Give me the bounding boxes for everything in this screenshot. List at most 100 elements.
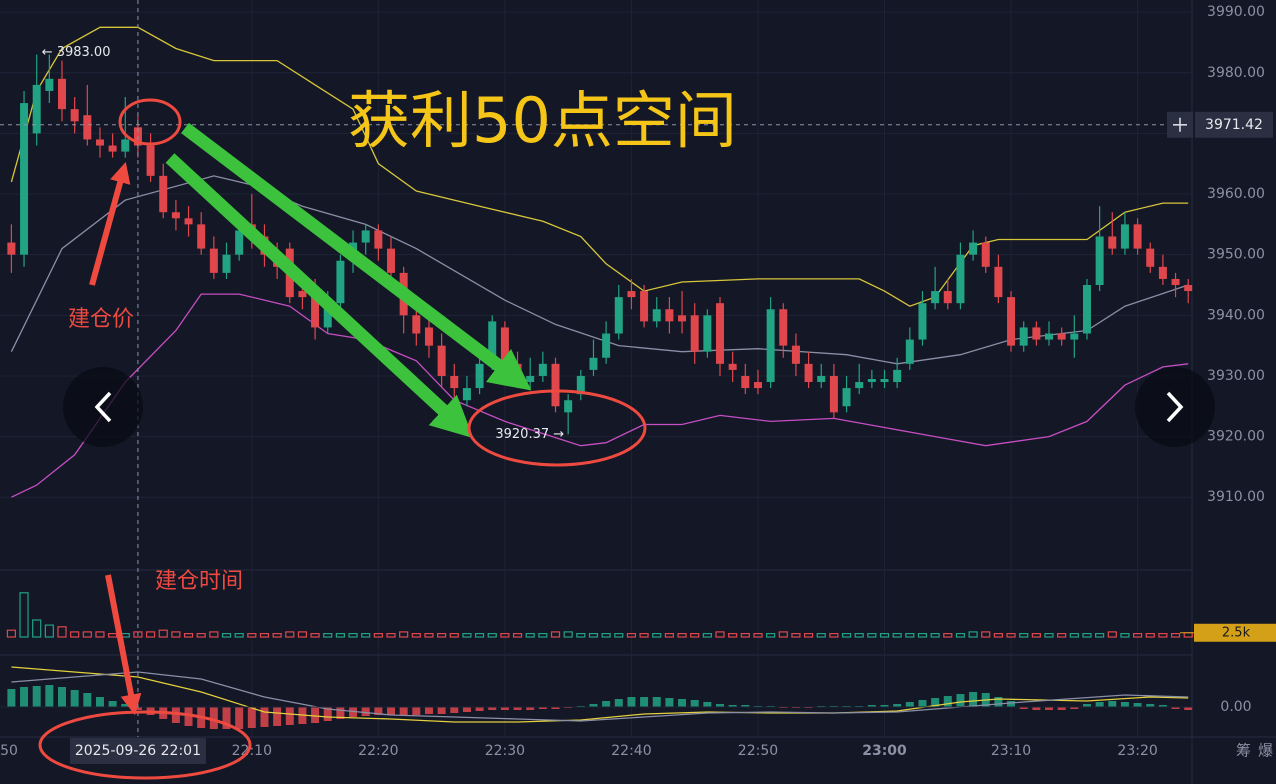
side-label[interactable]: 爆 — [1258, 742, 1273, 760]
macd-bar — [1133, 703, 1142, 707]
macd-bar — [285, 707, 294, 725]
candle-body — [981, 242, 990, 267]
volume-bar — [753, 632, 763, 638]
side-label[interactable]: 筹 — [1236, 742, 1251, 760]
volume-bar — [145, 631, 156, 638]
volume-bar — [1031, 632, 1041, 638]
macd-bar — [678, 699, 687, 707]
macd-bar — [108, 701, 117, 707]
macd-bar — [640, 697, 649, 707]
macd-bar — [1120, 702, 1129, 707]
candle-body — [235, 230, 244, 255]
candle-body — [209, 248, 218, 273]
macd-bar — [538, 707, 547, 709]
nav-button[interactable] — [63, 367, 143, 447]
macd-bar — [209, 707, 218, 729]
volume-bar — [778, 631, 788, 638]
x-tick-label: 22:50 — [738, 743, 778, 759]
candle-body — [564, 400, 573, 413]
macd-bar — [1070, 707, 1079, 709]
volume-bar — [892, 632, 902, 638]
volume-bar — [639, 632, 649, 638]
add-button[interactable] — [1167, 111, 1193, 138]
x-tick-label: 22:20 — [358, 743, 398, 759]
macd-bar — [905, 702, 914, 707]
macd-bar — [32, 686, 41, 707]
volume-bar — [917, 632, 928, 638]
green-arrow — [181, 122, 532, 391]
macd-bar — [1032, 707, 1041, 710]
macd-bar — [311, 707, 320, 723]
candle-body — [121, 139, 130, 152]
volume-bar — [576, 632, 586, 638]
y-tick-label: 0.00 — [1220, 699, 1251, 715]
price-box — [1195, 111, 1273, 138]
candle-body — [753, 382, 762, 389]
candle-body — [500, 327, 509, 364]
candle-body — [197, 224, 206, 249]
nav-prev[interactable] — [63, 367, 143, 447]
macd-bar — [412, 707, 421, 715]
candle-body — [1032, 327, 1041, 340]
candle-body — [58, 78, 67, 110]
macd-bar — [500, 707, 509, 710]
volume-bar — [854, 632, 864, 638]
price-label: 3971.42 — [1205, 117, 1263, 133]
volume-bar — [209, 631, 219, 638]
candle-body — [1019, 327, 1028, 346]
candle-body — [1120, 224, 1129, 249]
macd-bar — [614, 699, 623, 707]
macd-bar — [323, 707, 332, 721]
macd-bar — [741, 705, 750, 707]
volume-bar — [955, 632, 966, 638]
macd-bar — [627, 697, 636, 707]
x-tick-label: 23:10 — [991, 743, 1031, 759]
volume-bar — [766, 632, 776, 638]
macd-bar — [931, 698, 940, 707]
candle-body — [462, 388, 471, 401]
chevron — [94, 391, 112, 423]
macd-bar — [45, 685, 54, 707]
candle-body — [652, 309, 661, 322]
macd-bar — [450, 707, 459, 713]
macd-bar — [260, 707, 269, 727]
macd-bar — [893, 704, 902, 707]
candle-body — [640, 291, 649, 322]
candle-body — [842, 388, 851, 407]
time-box — [69, 738, 206, 764]
volume-bar — [690, 632, 700, 638]
volume-bar — [538, 632, 548, 638]
candle-body — [45, 78, 54, 91]
volume-bar — [1132, 632, 1143, 638]
nav-next[interactable] — [1135, 367, 1215, 447]
candle-body — [791, 345, 800, 364]
volume-bar — [133, 631, 143, 638]
x-tick-label: 22:30 — [485, 743, 525, 759]
plus-icon — [1173, 117, 1187, 132]
macd-bar — [943, 696, 952, 707]
macd-bar — [462, 707, 471, 712]
candle-body — [323, 303, 332, 328]
macd-bar — [70, 690, 79, 707]
volume-bar — [1069, 632, 1079, 638]
macd-bar — [1158, 705, 1167, 707]
band-line — [10, 175, 1189, 365]
macd-bar — [247, 707, 256, 728]
candle-body — [614, 297, 623, 334]
candle-body — [1184, 285, 1193, 292]
candle-body — [526, 375, 535, 383]
red-arrow — [89, 161, 131, 286]
candle-body — [20, 103, 29, 255]
macd-line — [11, 671, 1189, 722]
nav-button[interactable] — [1135, 367, 1215, 447]
macd-bar — [589, 704, 598, 707]
volume-bar — [234, 632, 244, 638]
macd-bar — [437, 707, 446, 714]
y-tick-label: 3960.00 — [1207, 186, 1265, 202]
candle-body — [741, 375, 750, 389]
candle-body — [95, 139, 104, 146]
volume-bar — [652, 632, 662, 638]
x-tick-label: 22:10 — [232, 743, 272, 759]
volume-bar — [19, 592, 29, 638]
